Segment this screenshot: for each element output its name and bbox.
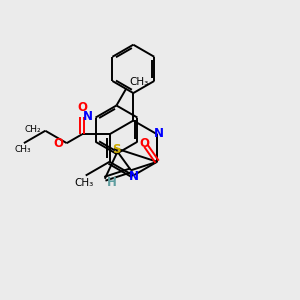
Text: O: O <box>140 137 150 150</box>
Text: O: O <box>77 101 87 114</box>
Text: CH₃: CH₃ <box>15 145 31 154</box>
Text: N: N <box>82 110 93 123</box>
Text: N: N <box>154 127 164 140</box>
Text: H: H <box>107 176 117 189</box>
Text: N: N <box>129 170 139 183</box>
Text: CH₃: CH₃ <box>74 178 93 188</box>
Text: S: S <box>112 142 121 155</box>
Text: O: O <box>54 136 64 150</box>
Text: CH₃: CH₃ <box>129 77 148 87</box>
Text: CH₂: CH₂ <box>25 125 41 134</box>
